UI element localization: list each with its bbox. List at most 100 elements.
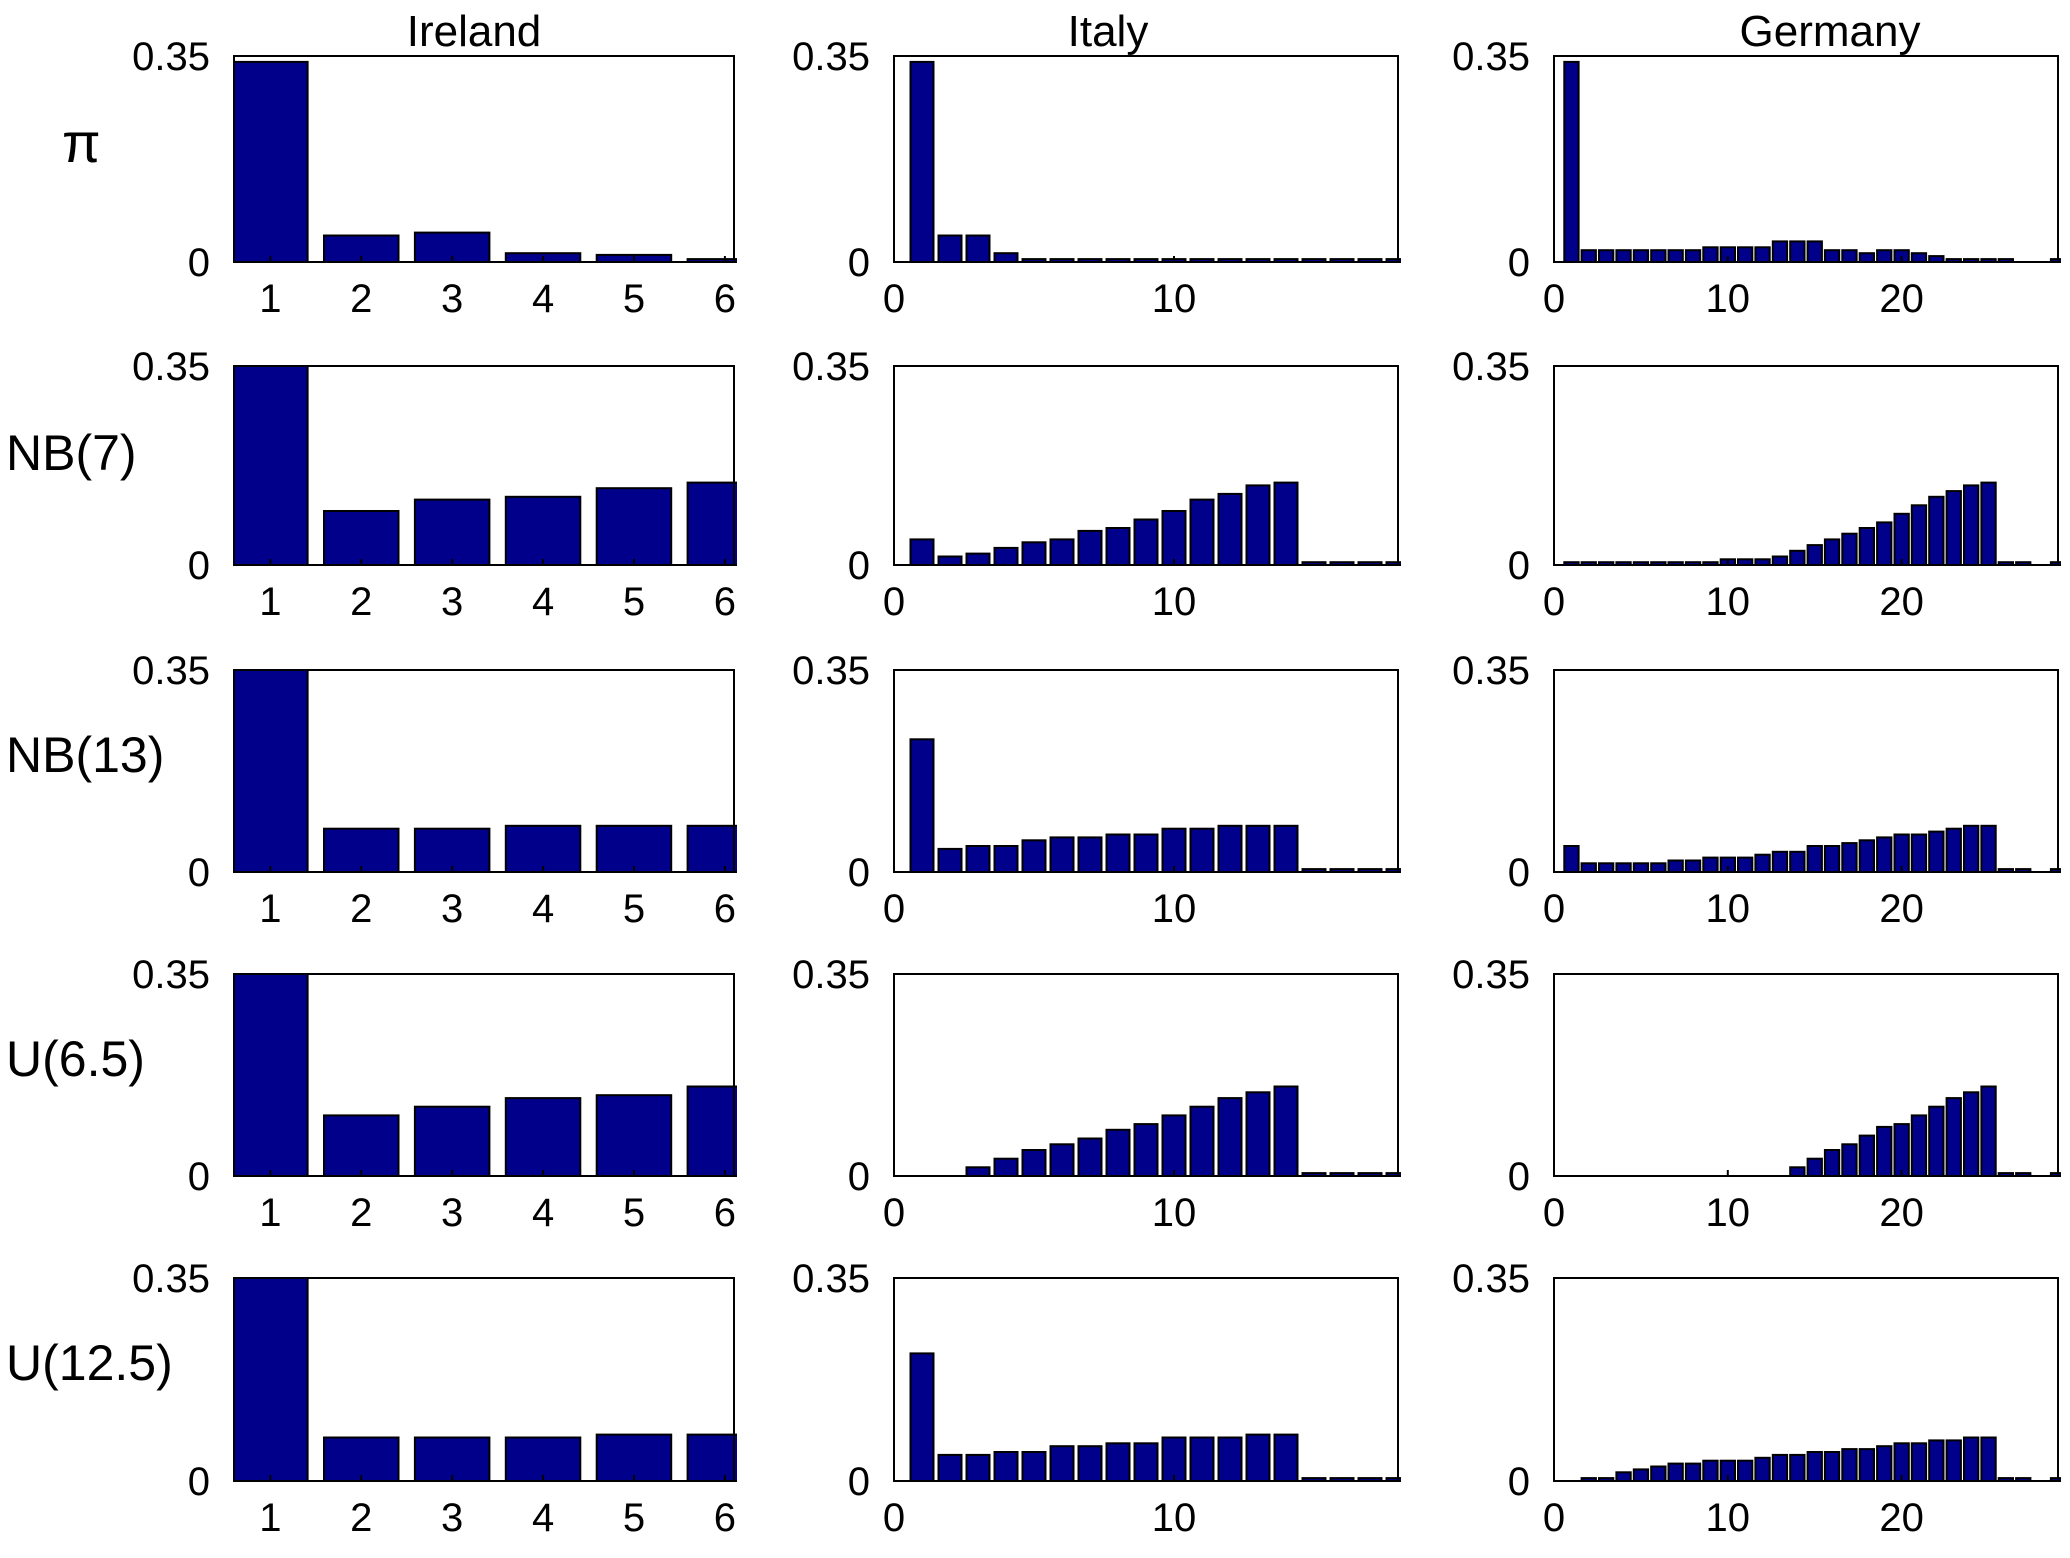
- panel-nb-13-italy: 0 10 0 0.35: [792, 649, 1401, 931]
- bar: [1771, 555, 1789, 566]
- x-tick-label: 0: [1543, 277, 1565, 321]
- bar: [1217, 1436, 1243, 1482]
- y-tick-label: 0.35: [792, 1257, 870, 1301]
- panel-u-12-5-germany: 0 10 20 0 0.35: [1452, 1257, 2061, 1540]
- bar: [1217, 1097, 1243, 1177]
- bar: [686, 1085, 737, 1177]
- bar: [1580, 862, 1597, 873]
- bar: [413, 827, 491, 873]
- panel-u-6-5-ireland: 1 2 3 4 5 6 0 0.35: [132, 953, 737, 1235]
- bar: [937, 555, 963, 566]
- x-tick-label: 1: [259, 277, 281, 321]
- bar: [1910, 833, 1928, 873]
- x-tick-label: 20: [1879, 887, 1924, 931]
- bar: [1893, 512, 1910, 566]
- y-tick-label: 0: [1508, 851, 1530, 895]
- bar: [1077, 836, 1103, 873]
- y-tick-label: 0.35: [1452, 35, 1530, 79]
- bar: [1945, 1439, 1962, 1482]
- bar: [1049, 538, 1075, 566]
- bar: [909, 60, 935, 263]
- row-label-pi: π: [62, 111, 101, 174]
- bar: [1754, 246, 1771, 263]
- bar: [1684, 1462, 1702, 1482]
- y-tick-label: 0: [1508, 1155, 1530, 1199]
- bar: [1841, 842, 1858, 873]
- y-tick-label: 0: [1508, 544, 1530, 588]
- bar: [504, 495, 582, 566]
- bar: [909, 738, 935, 873]
- x-tick-label: 4: [532, 887, 554, 931]
- panel-pi-germany: 0 10 20 0 0.35: [1452, 35, 2061, 321]
- bar: [1789, 1166, 1806, 1177]
- y-tick-label: 0: [188, 544, 210, 588]
- bars: [234, 365, 737, 566]
- bar: [1910, 1114, 1928, 1177]
- bar: [1189, 1105, 1215, 1177]
- bar: [1105, 1128, 1131, 1177]
- panel-pi-italy: 0 10 0 0.35: [792, 35, 1401, 321]
- x-tick-label: 6: [714, 1191, 736, 1235]
- bar: [1077, 529, 1103, 566]
- y-tick-label: 0: [848, 1460, 870, 1504]
- bar: [1876, 1445, 1893, 1482]
- bar: [1684, 249, 1702, 263]
- bar: [1273, 824, 1299, 873]
- bar: [993, 845, 1019, 873]
- bar: [1133, 833, 1159, 873]
- axes-frame: [1553, 55, 2059, 263]
- bar: [1632, 862, 1650, 873]
- bar: [1189, 498, 1215, 566]
- axes-frame: [233, 1277, 735, 1482]
- x-tick-label: 6: [714, 887, 736, 931]
- bar: [1789, 1453, 1806, 1482]
- axes-frame: [1553, 1277, 2059, 1482]
- bar: [993, 546, 1019, 566]
- x-tick-label: 1: [259, 1496, 281, 1540]
- bar: [993, 252, 1019, 263]
- x-tick-label: 3: [441, 580, 463, 624]
- axes-frame: [893, 669, 1399, 873]
- bar: [1189, 827, 1215, 873]
- bar: [504, 1436, 582, 1482]
- bar: [1910, 504, 1928, 566]
- bar: [1563, 60, 1580, 263]
- bar: [965, 234, 991, 263]
- bar: [1910, 1442, 1928, 1482]
- panel-u-6-5-italy: 0 10 0 0.35: [792, 953, 1401, 1235]
- bar: [1841, 1448, 1858, 1482]
- bar: [1893, 1123, 1910, 1177]
- x-tick-label: 6: [714, 1496, 736, 1540]
- bar: [1806, 1451, 1823, 1482]
- y-tick-label: 0.35: [792, 345, 870, 389]
- bar: [1049, 836, 1075, 873]
- bars: [1789, 1085, 2061, 1177]
- bar: [1021, 1149, 1047, 1177]
- bar: [1667, 249, 1684, 263]
- bar: [1273, 1433, 1299, 1482]
- bar: [1928, 1439, 1945, 1482]
- bars: [234, 669, 737, 873]
- y-tick-label: 0: [848, 1155, 870, 1199]
- x-tick-label: 6: [714, 277, 736, 321]
- x-tick-label: 10: [1152, 277, 1197, 321]
- bar: [1823, 1149, 1841, 1177]
- bars: [1563, 824, 2061, 873]
- bar: [1806, 845, 1823, 873]
- panel-nb-7-ireland: 1 2 3 4 5 6 0 0.35: [132, 345, 737, 624]
- bar: [1615, 249, 1632, 263]
- bar: [1963, 1436, 1980, 1482]
- bar: [504, 1097, 582, 1177]
- bar: [1563, 845, 1580, 873]
- bar: [1980, 1085, 1997, 1177]
- x-tick-label: 1: [259, 1191, 281, 1235]
- y-tick-label: 0: [188, 1155, 210, 1199]
- bar: [1615, 862, 1632, 873]
- bar: [965, 1166, 991, 1177]
- x-tick-label: 0: [1543, 1191, 1565, 1235]
- bar: [1650, 1465, 1667, 1482]
- bar: [234, 365, 309, 566]
- bar: [1963, 1091, 1980, 1177]
- column-titles: Ireland Italy Germany: [407, 7, 1921, 56]
